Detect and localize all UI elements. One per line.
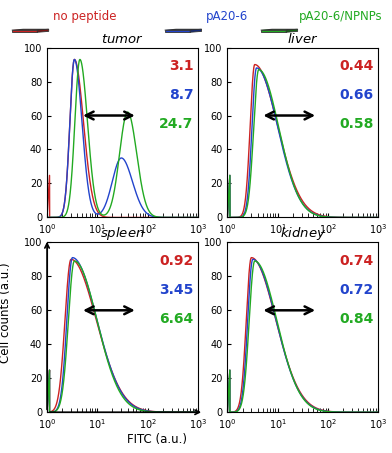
Text: FITC (a.u.): FITC (a.u.)	[127, 433, 187, 446]
Text: 0.58: 0.58	[339, 117, 374, 131]
Polygon shape	[37, 29, 49, 32]
Text: 0.84: 0.84	[339, 312, 374, 326]
Text: no peptide: no peptide	[53, 10, 116, 24]
Polygon shape	[261, 29, 298, 30]
Text: 6.64: 6.64	[159, 312, 193, 326]
Title: $\mathit{liver}$: $\mathit{liver}$	[287, 33, 319, 46]
Text: 0.44: 0.44	[339, 59, 374, 73]
Title: $\mathit{kidney}$: $\mathit{kidney}$	[279, 225, 326, 242]
Text: 0.74: 0.74	[339, 254, 374, 268]
Text: 3.1: 3.1	[169, 59, 193, 73]
Polygon shape	[165, 29, 201, 30]
Polygon shape	[165, 30, 190, 32]
Polygon shape	[286, 29, 298, 32]
Text: 0.92: 0.92	[159, 254, 193, 268]
Text: pA20-6: pA20-6	[206, 10, 248, 24]
Text: pA20-6/NPNPs: pA20-6/NPNPs	[299, 10, 382, 24]
Title: $\mathit{tumor}$: $\mathit{tumor}$	[101, 34, 144, 46]
Text: 0.66: 0.66	[339, 88, 374, 102]
Text: 24.7: 24.7	[159, 117, 193, 131]
Title: $\mathit{spleen}$: $\mathit{spleen}$	[100, 225, 145, 242]
Polygon shape	[12, 30, 37, 32]
Text: 0.72: 0.72	[339, 283, 374, 297]
Text: Cell counts (a.u.): Cell counts (a.u.)	[0, 262, 13, 363]
Text: 3.45: 3.45	[159, 283, 193, 297]
Polygon shape	[190, 29, 201, 32]
Text: 8.7: 8.7	[169, 88, 193, 102]
Polygon shape	[12, 29, 49, 30]
Polygon shape	[261, 30, 286, 32]
